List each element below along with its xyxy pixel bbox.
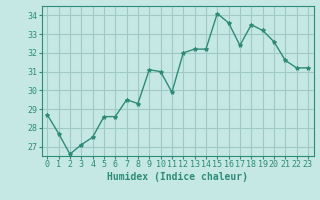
X-axis label: Humidex (Indice chaleur): Humidex (Indice chaleur) bbox=[107, 172, 248, 182]
